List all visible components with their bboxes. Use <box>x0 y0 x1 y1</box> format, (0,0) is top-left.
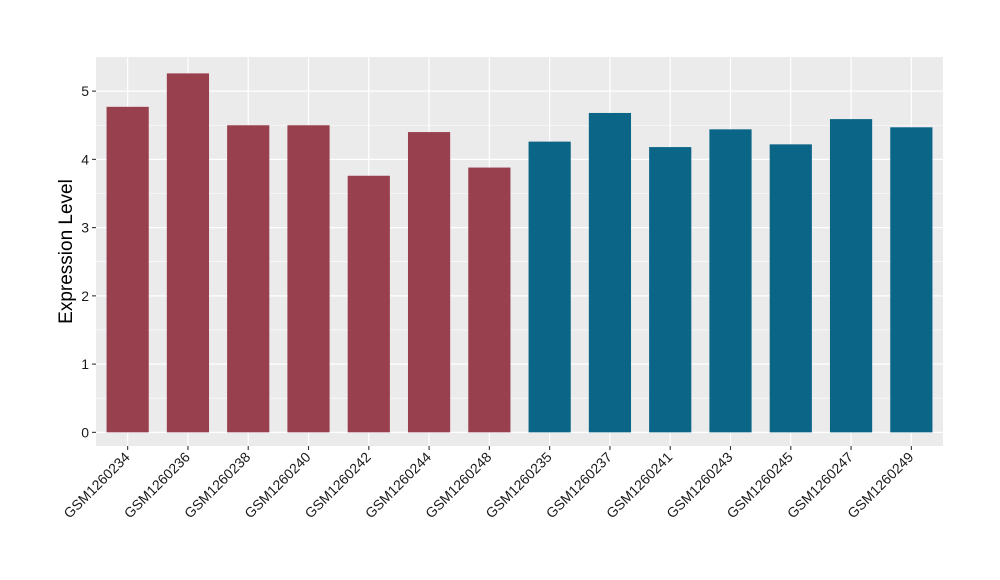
y-axis: 0 1 2 3 4 5 <box>81 83 96 440</box>
bar <box>709 129 752 433</box>
y-tick-label: 4 <box>81 151 89 167</box>
bar <box>347 175 390 433</box>
bar <box>106 106 149 433</box>
bar <box>528 141 571 433</box>
y-tick-label: 2 <box>81 288 89 304</box>
y-tick-label: 5 <box>81 83 89 99</box>
bar <box>769 144 812 433</box>
x-axis: GSM1260234GSM1260236GSM1260238GSM1260240… <box>60 446 917 521</box>
y-tick-label: 1 <box>81 356 89 372</box>
y-axis-title: Expression Level <box>56 179 77 324</box>
bar <box>407 132 451 433</box>
bar <box>890 127 933 433</box>
bar <box>829 119 873 433</box>
bar <box>166 73 210 433</box>
bar <box>649 147 692 433</box>
bar <box>227 125 270 433</box>
bar <box>588 112 632 433</box>
bar <box>468 167 511 433</box>
y-tick-label: 3 <box>81 220 89 236</box>
bars <box>106 73 933 433</box>
bar <box>287 125 330 433</box>
plot-panel <box>96 57 943 446</box>
y-tick-label: 0 <box>81 424 89 440</box>
